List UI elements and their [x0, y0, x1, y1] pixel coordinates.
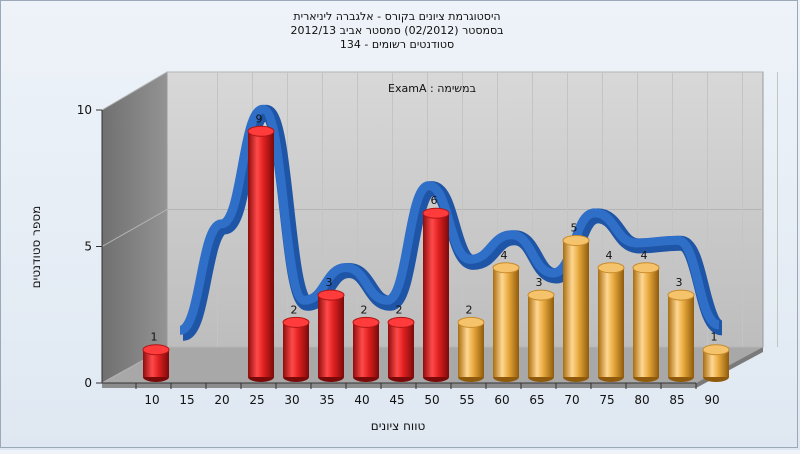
histogram-bar — [597, 262, 625, 382]
y-gridline — [101, 71, 763, 111]
y-tick-label: 10 — [77, 103, 92, 117]
x-tick-label: 45 — [389, 393, 404, 407]
histogram-bar — [527, 289, 555, 382]
x-tick-label: 30 — [284, 393, 299, 407]
bar-value-label: 6 — [431, 194, 438, 207]
bar-value-label: 2 — [466, 303, 473, 316]
histogram-bar — [492, 262, 520, 382]
y-tick-label: 5 — [84, 240, 92, 254]
y-gridline — [101, 209, 763, 247]
bar-value-label: 4 — [606, 249, 613, 262]
y-axis-title: מספר סטודנטים — [29, 206, 43, 289]
histogram-bar — [667, 289, 695, 382]
histogram-bar — [702, 344, 730, 382]
bar-value-label: 3 — [326, 276, 333, 289]
x-tick-label: 85 — [669, 393, 684, 407]
chart-title-line-3: סטודנטים רשומים - 134 — [340, 38, 454, 51]
bars — [142, 125, 730, 382]
y-tick-label: 0 — [84, 376, 92, 390]
histogram-bar — [282, 316, 310, 382]
bar-value-label: 1 — [711, 331, 718, 344]
chart-title-line-2: בסמסטר (02/2012) סמסטר אביב 2012/13 — [290, 24, 503, 37]
histogram-bar — [247, 125, 275, 382]
x-tick-label: 35 — [319, 393, 334, 407]
histogram-bar — [387, 316, 415, 382]
chart-title-line-1: היסטוגרמת ציונים בקורס - אלגברה ליניארית — [293, 10, 500, 23]
bar-value-label: 5 — [571, 222, 578, 235]
x-tick-label: 70 — [564, 393, 579, 407]
x-tick-label: 55 — [459, 393, 474, 407]
x-axis-title: טווח ציונים — [371, 419, 426, 433]
data-labels: 1 9 2 3 2 2 6 2 4 3 5 4 4 3 1 — [151, 112, 718, 343]
x-tick-label: 90 — [704, 393, 719, 407]
x-tick-label: 50 — [424, 393, 439, 407]
x-tick-label: 65 — [529, 393, 544, 407]
x-tick-label: 60 — [494, 393, 509, 407]
x-tick-label: 15 — [179, 393, 194, 407]
bar-value-label: 9 — [256, 112, 263, 125]
x-tick-label: 75 — [599, 393, 614, 407]
x-tick-label: 25 — [249, 393, 264, 407]
histogram-bar — [352, 316, 380, 382]
legend-label: ExamA : במשימה — [388, 82, 476, 95]
bar-value-label: 4 — [641, 249, 648, 262]
x-tick-label: 40 — [354, 393, 369, 407]
bar-value-label: 4 — [501, 249, 508, 262]
x-tick-label: 80 — [634, 393, 649, 407]
trend-curve-line — [178, 104, 721, 335]
bar-value-label: 3 — [676, 276, 683, 289]
histogram-bar — [457, 316, 485, 382]
bar-value-label: 2 — [361, 303, 368, 316]
histogram-bar — [317, 289, 345, 382]
bar-value-label: 2 — [396, 303, 403, 316]
bar-value-label: 3 — [536, 276, 543, 289]
bar-value-label: 2 — [291, 303, 298, 316]
histogram-bar — [422, 207, 450, 382]
histogram-bar — [142, 344, 170, 382]
histogram-bar — [632, 262, 660, 382]
x-tick-label: 10 — [144, 393, 159, 407]
floor-front-edge — [102, 383, 696, 388]
x-tick-label: 20 — [214, 393, 229, 407]
bar-value-label: 1 — [151, 331, 158, 344]
histogram-bar — [562, 235, 590, 382]
